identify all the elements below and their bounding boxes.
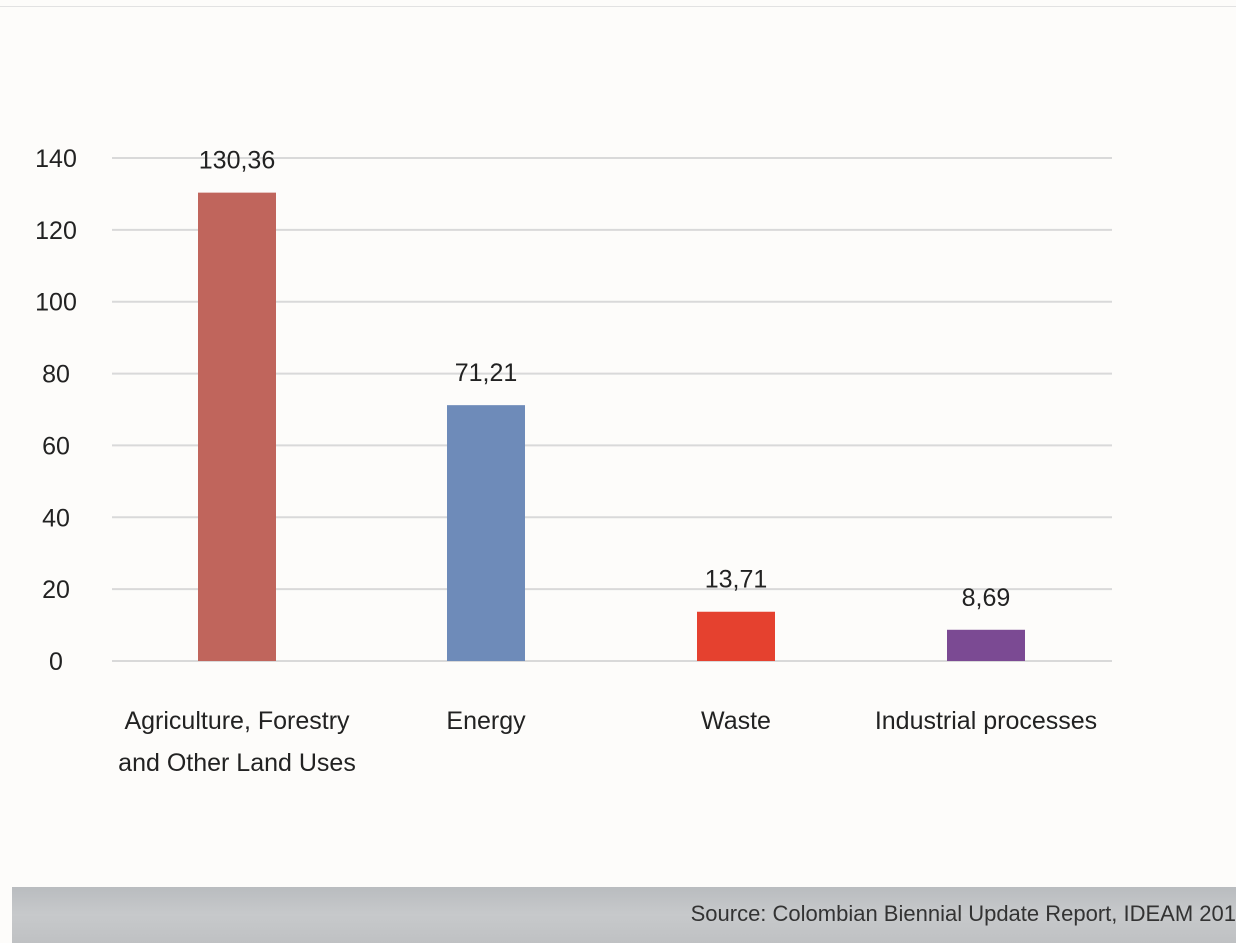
data-label-2: 13,71 (705, 566, 768, 594)
y-tick-label-0: 0 (49, 648, 63, 676)
category-label-3-0: Industrial processes (875, 707, 1097, 735)
y-tick-label-80: 80 (42, 361, 70, 389)
bar-chart: 0 20 40 60 80 100 120 140 130,36 Agriculture, For… (35, 145, 1112, 777)
data-label-0: 130,36 (199, 147, 275, 175)
source-note: Source: Colombian Biennial Update Report… (690, 901, 1236, 926)
y-tick-label-100: 100 (35, 289, 77, 317)
y-tick-label-20: 20 (42, 576, 70, 604)
top-divider (0, 6, 1236, 7)
category-label-0-0: Agriculture, Forestry (124, 707, 350, 735)
bar-3 (947, 629, 1025, 661)
bar-0 (198, 192, 276, 662)
category-label-0-1: and Other Land Uses (118, 749, 356, 777)
data-label-3: 8,69 (962, 584, 1011, 612)
y-tick-label-60: 60 (42, 432, 70, 460)
y-tick-label-40: 40 (42, 504, 70, 532)
category-label-2-0: Waste (701, 707, 771, 735)
category-label-1-0: Energy (446, 707, 526, 735)
bar-2 (697, 611, 775, 661)
y-tick-label-140: 140 (35, 145, 77, 173)
bar-1 (447, 405, 525, 661)
footer-bar: Source: Colombian Biennial Update Report… (12, 887, 1236, 943)
y-tick-label-120: 120 (35, 217, 77, 245)
data-label-1: 71,21 (455, 359, 518, 387)
